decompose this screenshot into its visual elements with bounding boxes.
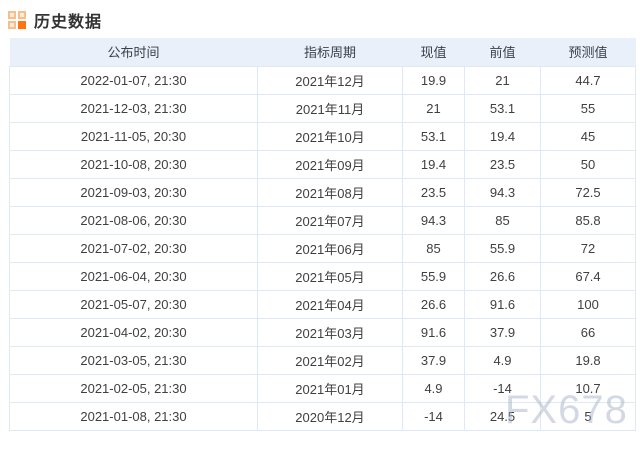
table-cell-previous: 21 bbox=[464, 65, 541, 95]
table-cell-indicator-period: 2021年06月 bbox=[257, 233, 403, 263]
table-row: 2021-03-05, 21:30 2021年02月 37.9 4.9 19.8 bbox=[9, 345, 636, 375]
table-header: 公布时间 指标周期 现值 前值 预测值 bbox=[9, 38, 636, 66]
table-cell-indicator-period: 2021年05月 bbox=[257, 261, 403, 291]
page-title: 历史数据 bbox=[34, 14, 103, 31]
table-cell-actual: -14 bbox=[402, 401, 465, 431]
table-cell-previous: 23.5 bbox=[464, 149, 541, 179]
table-cell-publish-time: 2021-03-05, 21:30 bbox=[9, 345, 258, 375]
table-cell-publish-time: 2021-10-08, 20:30 bbox=[9, 149, 258, 179]
table-cell-publish-time: 2021-11-05, 20:30 bbox=[9, 121, 258, 151]
table-cell-actual: 21 bbox=[402, 93, 465, 123]
table-cell-forecast: 50 bbox=[540, 149, 636, 179]
table-cell-actual: 37.9 bbox=[402, 345, 465, 375]
table-cell-forecast: 85.8 bbox=[540, 205, 636, 235]
grid-square-solid bbox=[18, 21, 26, 29]
table-cell-actual: 85 bbox=[402, 233, 465, 263]
table-cell-publish-time: 2021-05-07, 20:30 bbox=[9, 289, 258, 319]
history-table: 公布时间 指标周期 现值 前值 预测值 2022-01-07, 21:30 2021年12… bbox=[9, 38, 636, 431]
table-cell-forecast: 44.7 bbox=[540, 65, 636, 95]
table-row: 2021-06-04, 20:30 2021年05月 55.9 26.6 67.4 bbox=[9, 261, 636, 291]
table-row: 2021-11-05, 20:30 2021年10月 53.1 19.4 45 bbox=[9, 121, 636, 151]
table-cell-actual: 94.3 bbox=[402, 205, 465, 235]
grid-square bbox=[8, 21, 16, 29]
table-row: 2021-08-06, 20:30 2021年07月 94.3 85 85.8 bbox=[9, 205, 636, 235]
table-cell-forecast: 66 bbox=[540, 317, 636, 347]
table-cell-publish-time: 2021-06-04, 20:30 bbox=[9, 261, 258, 291]
table-row: 2021-01-08, 21:30 2020年12月 -14 24.5 5 bbox=[9, 401, 636, 431]
table-cell-publish-time: 2021-08-06, 20:30 bbox=[9, 205, 258, 235]
table-container: 公布时间 指标周期 现值 前值 预测值 2022-01-07, 21:30 2021年12… bbox=[0, 38, 640, 431]
table-cell-actual: 26.6 bbox=[402, 289, 465, 319]
table-cell-previous: 91.6 bbox=[464, 289, 541, 319]
table-cell-previous: 37.9 bbox=[464, 317, 541, 347]
column-header-previous: 前值 bbox=[464, 38, 541, 66]
table-cell-publish-time: 2021-01-08, 21:30 bbox=[9, 401, 258, 431]
table-cell-actual: 19.9 bbox=[402, 65, 465, 95]
table-body: 2022-01-07, 21:30 2021年12月 19.9 21 44.7 2021-… bbox=[9, 65, 636, 431]
table-cell-actual: 19.4 bbox=[402, 149, 465, 179]
table-cell-indicator-period: 2021年12月 bbox=[257, 65, 403, 95]
table-cell-actual: 4.9 bbox=[402, 373, 465, 403]
header-row: 公布时间 指标周期 现值 前值 预测值 bbox=[9, 38, 636, 66]
table-row: 2021-07-02, 20:30 2021年06月 85 55.9 72 bbox=[9, 233, 636, 263]
grid-square bbox=[8, 11, 16, 19]
table-cell-forecast: 10.7 bbox=[540, 373, 636, 403]
table-cell-forecast: 72 bbox=[540, 233, 636, 263]
table-cell-previous: 53.1 bbox=[464, 93, 541, 123]
table-row: 2022-01-07, 21:30 2021年12月 19.9 21 44.7 bbox=[9, 65, 636, 95]
table-row: 2021-09-03, 20:30 2021年08月 23.5 94.3 72.5 bbox=[9, 177, 636, 207]
table-cell-indicator-period: 2021年02月 bbox=[257, 345, 403, 375]
table-cell-indicator-period: 2020年12月 bbox=[257, 401, 403, 431]
table-cell-forecast: 5 bbox=[540, 401, 636, 431]
table-cell-forecast: 72.5 bbox=[540, 177, 636, 207]
table-row: 2021-12-03, 21:30 2021年11月 21 53.1 55 bbox=[9, 93, 636, 123]
table-cell-indicator-period: 2021年11月 bbox=[257, 93, 403, 123]
table-cell-previous: 85 bbox=[464, 205, 541, 235]
table-cell-previous: 26.6 bbox=[464, 261, 541, 291]
table-cell-previous: 24.5 bbox=[464, 401, 541, 431]
table-cell-publish-time: 2021-12-03, 21:30 bbox=[9, 93, 258, 123]
table-cell-indicator-period: 2021年08月 bbox=[257, 177, 403, 207]
table-cell-indicator-period: 2021年01月 bbox=[257, 373, 403, 403]
table-cell-previous: 19.4 bbox=[464, 121, 541, 151]
table-cell-previous: 4.9 bbox=[464, 345, 541, 375]
column-header-indicator-period: 指标周期 bbox=[257, 38, 403, 66]
table-row: 2021-04-02, 20:30 2021年03月 91.6 37.9 66 bbox=[9, 317, 636, 347]
table-cell-forecast: 67.4 bbox=[540, 261, 636, 291]
table-cell-forecast: 100 bbox=[540, 289, 636, 319]
table-cell-publish-time: 2021-04-02, 20:30 bbox=[9, 317, 258, 347]
table-cell-previous: -14 bbox=[464, 373, 541, 403]
table-cell-indicator-period: 2021年04月 bbox=[257, 289, 403, 319]
grid-square bbox=[18, 11, 26, 19]
table-cell-actual: 91.6 bbox=[402, 317, 465, 347]
column-header-forecast: 预测值 bbox=[540, 38, 636, 66]
table-cell-publish-time: 2021-07-02, 20:30 bbox=[9, 233, 258, 263]
table-cell-forecast: 45 bbox=[540, 121, 636, 151]
table-row: 2021-05-07, 20:30 2021年04月 26.6 91.6 100 bbox=[9, 289, 636, 319]
table-cell-actual: 55.9 bbox=[402, 261, 465, 291]
grid-squares-icon bbox=[8, 11, 26, 29]
table-row: 2021-02-05, 21:30 2021年01月 4.9 -14 10.7 bbox=[9, 373, 636, 403]
table-cell-actual: 23.5 bbox=[402, 177, 465, 207]
table-cell-indicator-period: 2021年03月 bbox=[257, 317, 403, 347]
table-cell-indicator-period: 2021年10月 bbox=[257, 121, 403, 151]
column-header-actual: 现值 bbox=[402, 38, 465, 66]
table-cell-publish-time: 2022-01-07, 21:30 bbox=[9, 65, 258, 95]
section-header: 历史数据 bbox=[0, 0, 640, 38]
table-cell-indicator-period: 2021年07月 bbox=[257, 205, 403, 235]
table-cell-previous: 94.3 bbox=[464, 177, 541, 207]
table-cell-previous: 55.9 bbox=[464, 233, 541, 263]
table-cell-forecast: 19.8 bbox=[540, 345, 636, 375]
table-cell-publish-time: 2021-02-05, 21:30 bbox=[9, 373, 258, 403]
table-cell-actual: 53.1 bbox=[402, 121, 465, 151]
column-header-publish-time: 公布时间 bbox=[9, 38, 258, 66]
table-cell-publish-time: 2021-09-03, 20:30 bbox=[9, 177, 258, 207]
table-cell-forecast: 55 bbox=[540, 93, 636, 123]
table-row: 2021-10-08, 20:30 2021年09月 19.4 23.5 50 bbox=[9, 149, 636, 179]
table-cell-indicator-period: 2021年09月 bbox=[257, 149, 403, 179]
